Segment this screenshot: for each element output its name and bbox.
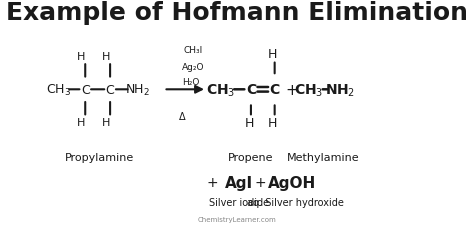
Text: Methylamine: Methylamine <box>287 152 360 162</box>
Text: C: C <box>106 84 114 96</box>
Text: H: H <box>101 118 110 128</box>
Text: Propylamine: Propylamine <box>65 152 134 162</box>
Text: H: H <box>268 47 277 60</box>
Text: Example of Hofmann Elimination: Example of Hofmann Elimination <box>6 1 468 25</box>
Text: H: H <box>245 116 254 129</box>
Text: Silver iodide: Silver iodide <box>209 197 269 207</box>
Text: CH₃I: CH₃I <box>183 46 203 55</box>
Text: H: H <box>76 52 85 62</box>
Text: H₂O: H₂O <box>182 77 200 86</box>
Text: NH$_2$: NH$_2$ <box>126 82 150 97</box>
Text: C: C <box>246 83 256 97</box>
Text: +: + <box>255 175 266 190</box>
Text: AgOH: AgOH <box>267 175 316 190</box>
Text: H: H <box>101 52 110 62</box>
Text: C: C <box>81 84 90 96</box>
Text: NH$_2$: NH$_2$ <box>326 82 356 98</box>
Text: CH$_3$: CH$_3$ <box>294 82 323 98</box>
Text: CH$_3$: CH$_3$ <box>206 82 236 98</box>
Text: AgI: AgI <box>225 175 253 190</box>
Text: Ag₂O: Ag₂O <box>182 62 204 72</box>
Text: Propene: Propene <box>228 152 273 162</box>
Text: +: + <box>207 175 219 190</box>
Text: Δ: Δ <box>179 111 186 121</box>
Text: +: + <box>285 82 298 97</box>
Text: aq. Silver hydroxide: aq. Silver hydroxide <box>247 197 344 207</box>
Text: CH$_3$: CH$_3$ <box>46 82 71 97</box>
Text: C: C <box>270 83 280 97</box>
Text: ChemistryLearner.com: ChemistryLearner.com <box>198 216 276 222</box>
Text: H: H <box>76 118 85 128</box>
Text: H: H <box>268 116 277 129</box>
